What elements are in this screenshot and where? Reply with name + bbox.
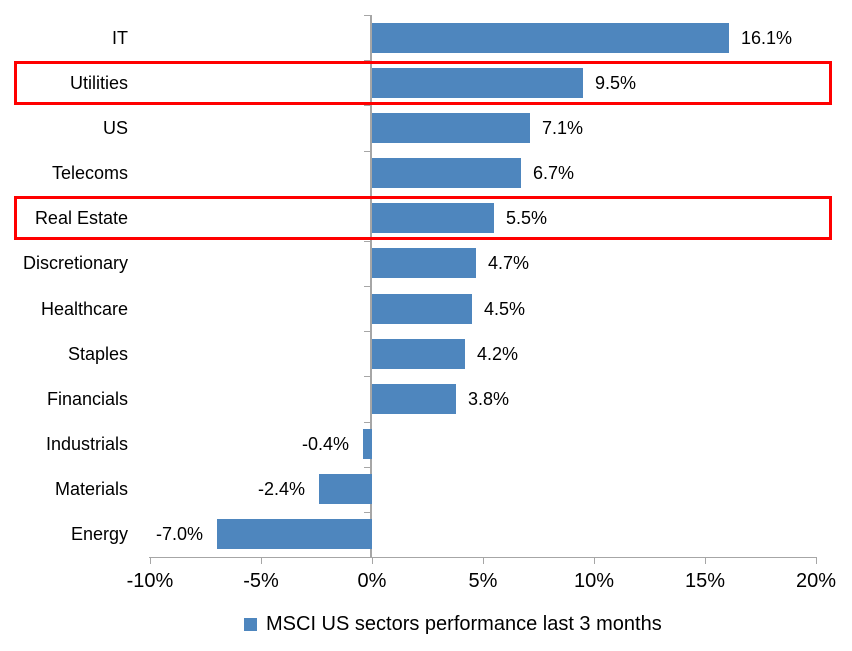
category-label: Materials bbox=[54, 479, 128, 499]
category-label: US bbox=[102, 118, 128, 138]
value-label: 4.2% bbox=[477, 344, 519, 364]
x-axis-tick bbox=[483, 557, 484, 564]
bar bbox=[372, 339, 466, 369]
y-axis-tick bbox=[364, 376, 372, 377]
y-axis-tick bbox=[364, 467, 372, 468]
highlight-box bbox=[14, 196, 832, 240]
y-axis-tick bbox=[364, 15, 372, 16]
bar bbox=[372, 113, 530, 143]
value-label: 4.5% bbox=[484, 299, 526, 319]
value-label: 9.5% bbox=[595, 73, 637, 93]
legend-marker-icon bbox=[244, 617, 257, 631]
category-label: Staples bbox=[67, 344, 128, 364]
value-label: -7.0% bbox=[155, 524, 203, 544]
category-label: Industrials bbox=[45, 434, 128, 454]
y-axis-tick bbox=[364, 512, 372, 513]
value-label: -2.4% bbox=[257, 479, 305, 499]
bar bbox=[372, 248, 477, 278]
x-tick-label: 0% bbox=[357, 570, 387, 592]
bar bbox=[372, 384, 457, 414]
highlight-box bbox=[14, 61, 832, 105]
category-label: IT bbox=[112, 28, 128, 48]
x-tick-label: 15% bbox=[684, 570, 726, 592]
x-tick-label: 5% bbox=[468, 570, 498, 592]
y-axis-tick bbox=[364, 105, 372, 106]
legend: MSCI US sectors performance last 3 month… bbox=[244, 611, 662, 637]
category-label: Financials bbox=[46, 389, 128, 409]
value-label: 3.8% bbox=[468, 389, 510, 409]
y-axis-tick bbox=[364, 286, 372, 287]
y-axis-tick bbox=[364, 241, 372, 242]
bar bbox=[216, 519, 372, 549]
category-label: Energy bbox=[70, 524, 128, 544]
x-axis-tick bbox=[705, 557, 706, 564]
bar bbox=[372, 68, 583, 98]
x-tick-label: -5% bbox=[243, 570, 279, 592]
x-axis-tick bbox=[372, 557, 373, 564]
category-label: Utilities bbox=[69, 73, 128, 93]
x-tick-label: 20% bbox=[795, 570, 837, 592]
category-label: Telecoms bbox=[51, 163, 128, 183]
value-label: 6.7% bbox=[533, 163, 575, 183]
bar bbox=[318, 474, 372, 504]
value-label: 4.7% bbox=[488, 253, 530, 273]
y-axis-tick bbox=[364, 331, 372, 332]
bar bbox=[372, 158, 521, 188]
category-label: Real Estate bbox=[34, 208, 128, 228]
category-label: Healthcare bbox=[40, 299, 128, 319]
value-label: 5.5% bbox=[506, 208, 548, 228]
x-axis-tick bbox=[594, 557, 595, 564]
bar bbox=[363, 429, 372, 459]
bar bbox=[372, 203, 495, 233]
x-axis-tick bbox=[150, 557, 151, 564]
bar bbox=[372, 294, 472, 324]
value-label: 16.1% bbox=[741, 28, 793, 48]
y-axis-tick bbox=[364, 422, 372, 423]
value-label: 7.1% bbox=[542, 118, 584, 138]
y-axis-tick bbox=[364, 151, 372, 152]
category-label: Discretionary bbox=[22, 253, 128, 273]
x-tick-label: -10% bbox=[126, 570, 174, 592]
y-axis-tick bbox=[364, 60, 372, 61]
x-axis-tick bbox=[816, 557, 817, 564]
value-label: -0.4% bbox=[301, 434, 349, 454]
bar bbox=[372, 23, 730, 53]
x-axis-tick bbox=[261, 557, 262, 564]
legend-label: MSCI US sectors performance last 3 month… bbox=[266, 613, 662, 635]
x-tick-label: 10% bbox=[573, 570, 615, 592]
